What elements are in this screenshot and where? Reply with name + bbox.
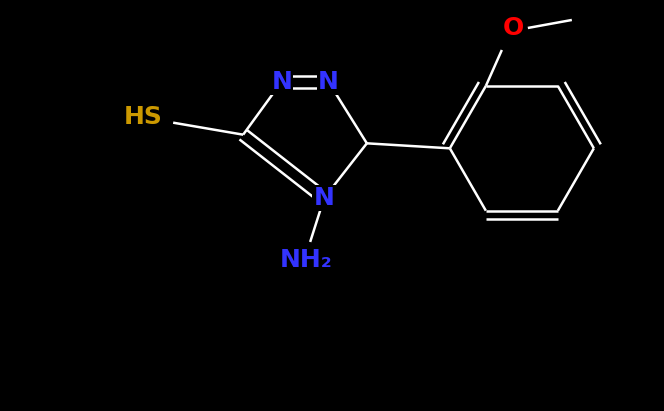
Text: N: N [318, 69, 339, 94]
Text: HS: HS [124, 105, 163, 129]
Text: O: O [503, 16, 525, 40]
Text: N: N [272, 69, 292, 94]
Text: N: N [313, 186, 335, 210]
Text: NH₂: NH₂ [280, 248, 333, 272]
